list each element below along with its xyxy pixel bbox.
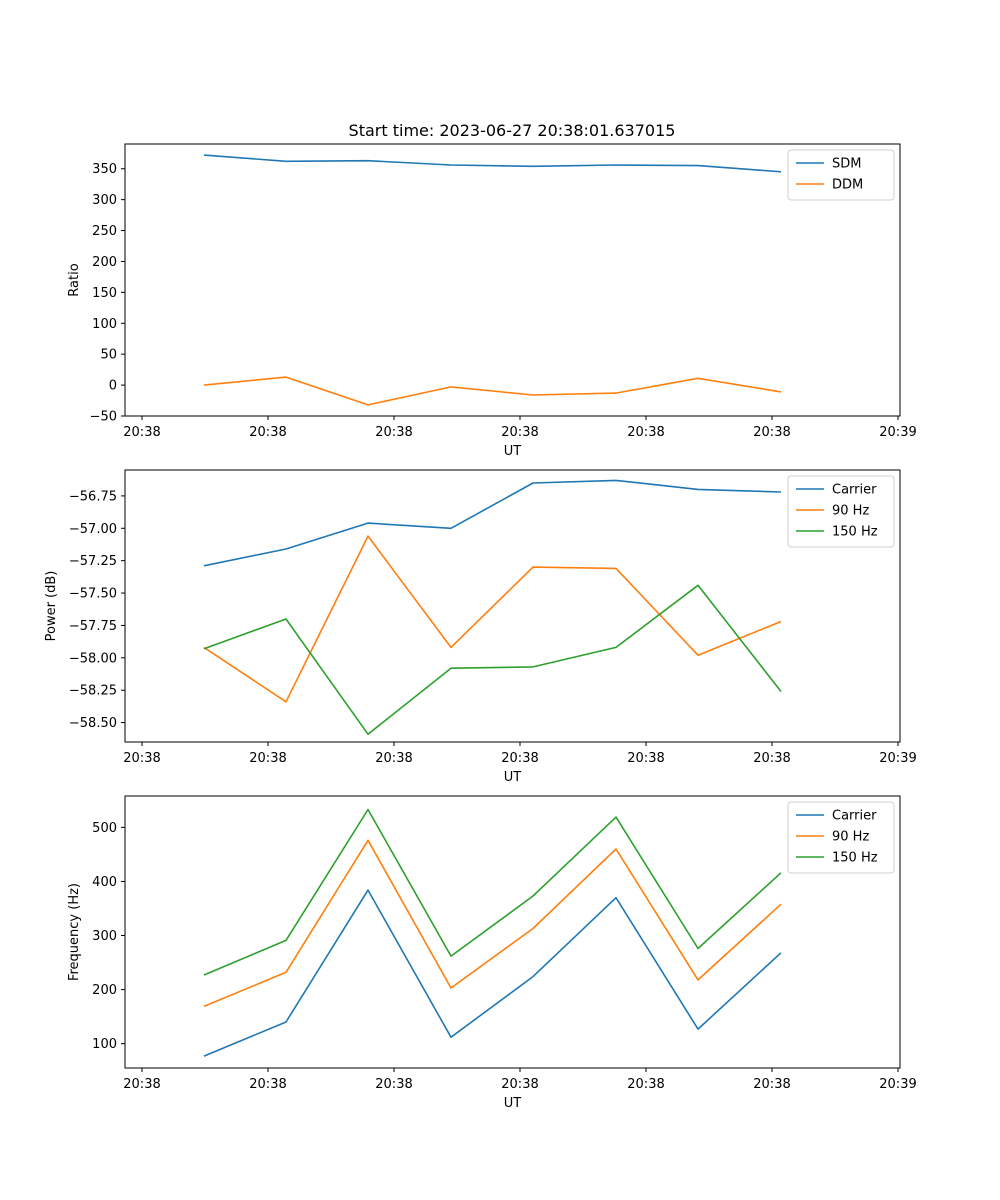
y-tick-label: 350	[92, 162, 117, 177]
legend-entry: Carrier	[832, 809, 877, 824]
x-tick-label: 20:38	[501, 1077, 538, 1092]
x-tick-label: 20:38	[501, 425, 538, 440]
y-tick-label: −57.75	[69, 619, 117, 634]
axes-frame	[124, 143, 901, 417]
x-tick-label: 20:38	[627, 425, 664, 440]
x-tick-label: 20:38	[627, 1077, 664, 1092]
series-line-150-hz	[203, 808, 782, 976]
y-tick-label: 150	[92, 286, 117, 301]
y-tick-label: 300	[92, 193, 117, 208]
x-tick-label: 20:38	[123, 1077, 160, 1092]
x-axis-label: UT	[504, 770, 522, 785]
legend: SDM DDM	[787, 149, 895, 201]
x-tick-label: 20:38	[753, 751, 790, 766]
series-line-150-hz	[203, 584, 782, 736]
legend-entry: 150 Hz	[832, 851, 878, 866]
y-axis-label: Power (dB)	[44, 571, 59, 642]
legend-box	[787, 801, 895, 874]
x-tick-label: 20:39	[879, 425, 916, 440]
y-tick-label: 50	[100, 348, 117, 363]
x-tick-label: 20:39	[879, 1077, 916, 1092]
legend: Carrier 90 Hz 150 Hz	[787, 801, 895, 874]
panel-3: 20:38 20:38 20:38 20:38 20:38 20:38 20:39 100 20…	[67, 795, 917, 1111]
y-tick-label: 200	[92, 255, 117, 270]
y-tick-label: 250	[92, 224, 117, 239]
y-tick-label: −58.50	[69, 716, 117, 731]
series-line-carrier	[203, 889, 782, 1057]
x-tick-label: 20:38	[123, 751, 160, 766]
legend-entry: SDM	[832, 157, 861, 172]
y-tick-label: 400	[92, 875, 117, 890]
legend-entry: 90 Hz	[832, 504, 869, 519]
panel-1: 20:38 20:38 20:38 20:38 20:38 20:38 20:39 −50 0 5…	[67, 143, 917, 459]
axes-frame	[124, 469, 901, 743]
figure-title: Start time: 2023-06-27 20:38:01.637015	[349, 121, 676, 140]
series-line-90-hz	[203, 839, 782, 1008]
panels: 20:38 20:38 20:38 20:38 20:38 20:38 20:39 −50 0 5…	[44, 143, 917, 1111]
x-axis-label: UT	[504, 444, 522, 459]
x-tick-label: 20:38	[753, 425, 790, 440]
y-tick-label: −50	[90, 410, 117, 425]
legend-entry: DDM	[832, 178, 863, 193]
y-tick-label: 0	[109, 379, 117, 394]
y-tick-label: −58.00	[69, 651, 117, 666]
y-tick-label: 300	[92, 929, 117, 944]
legend-entry: Carrier	[832, 483, 877, 498]
series-line-sdm	[203, 154, 782, 173]
y-tick-label: 100	[92, 317, 117, 332]
legend-box	[787, 475, 895, 548]
legend: Carrier 90 Hz 150 Hz	[787, 475, 895, 548]
y-tick-label: −57.25	[69, 554, 117, 569]
x-tick-label: 20:38	[501, 751, 538, 766]
x-tick-label: 20:38	[249, 1077, 286, 1092]
x-tick-label: 20:38	[249, 751, 286, 766]
panel-2: 20:38 20:38 20:38 20:38 20:38 20:38 20:39 −58.5…	[44, 469, 917, 785]
x-tick-label: 20:38	[249, 425, 286, 440]
y-axis-label: Frequency (Hz)	[67, 883, 82, 981]
y-axis-label: Ratio	[67, 263, 82, 296]
series-line-90-hz	[203, 535, 782, 703]
x-axis-label: UT	[504, 1096, 522, 1111]
axes-frame	[124, 795, 901, 1069]
y-tick-label: −56.75	[69, 489, 117, 504]
y-tick-label: 200	[92, 983, 117, 998]
x-tick-label: 20:38	[753, 1077, 790, 1092]
legend-entry: 90 Hz	[832, 830, 869, 845]
series-line-carrier	[203, 479, 782, 567]
x-tick-label: 20:39	[879, 751, 916, 766]
y-tick-label: −58.25	[69, 684, 117, 699]
y-tick-label: −57.00	[69, 522, 117, 537]
x-tick-label: 20:38	[627, 751, 664, 766]
x-tick-label: 20:38	[375, 751, 412, 766]
y-tick-label: 500	[92, 821, 117, 836]
series-line-ddm	[203, 376, 782, 406]
x-tick-label: 20:38	[375, 1077, 412, 1092]
x-tick-label: 20:38	[123, 425, 160, 440]
legend-entry: 150 Hz	[832, 525, 878, 540]
y-tick-label: −57.50	[69, 587, 117, 602]
y-tick-label: 100	[92, 1037, 117, 1052]
x-tick-label: 20:38	[375, 425, 412, 440]
